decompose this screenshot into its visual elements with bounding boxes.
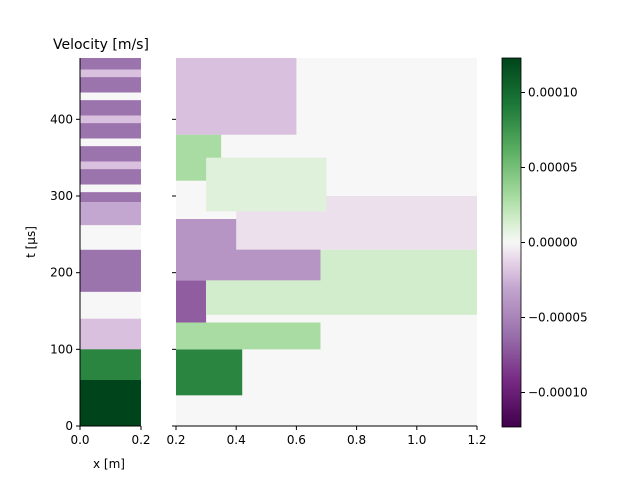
left-heatmap-region-2 bbox=[80, 318, 141, 350]
right-heatmap-region-2 bbox=[176, 280, 207, 323]
left-heatmap-region-4 bbox=[80, 249, 141, 292]
left-heatmap-region-1 bbox=[80, 346, 141, 380]
left-x-tick-label-0: 0.0 bbox=[70, 433, 89, 447]
colorbar-tick-label-2: 0.00000 bbox=[528, 236, 578, 250]
right-x-tick-label-2: 0.6 bbox=[287, 433, 306, 447]
x-axis-label: x [m] bbox=[93, 457, 125, 471]
chart-title: Velocity [m/s] bbox=[53, 37, 149, 53]
left-y-tick-label-4: 400 bbox=[50, 112, 73, 126]
colorbar-tick-label-1: 0.00005 bbox=[528, 161, 578, 175]
left-heatmap-region-8 bbox=[80, 184, 141, 193]
right-x-tick-label-1: 0.4 bbox=[227, 433, 246, 447]
colorbar-tick-label-0: 0.00010 bbox=[528, 86, 578, 100]
right-x-tick-label-0: 0.2 bbox=[166, 433, 185, 447]
right-heatmap-region-8 bbox=[176, 58, 297, 135]
left-y-tick-label-2: 200 bbox=[50, 266, 73, 280]
left-x-tick-label-1: 0.2 bbox=[131, 433, 150, 447]
right-heatmap-region-0 bbox=[176, 349, 243, 396]
left-heatmap-region-10 bbox=[80, 138, 141, 147]
colorbar: 0.00010 0.00005 0.00000 −0.00005 −0.00010 bbox=[501, 57, 588, 428]
left-heatmap-region-9 bbox=[80, 161, 141, 170]
right-panel: 0.2 0.4 0.6 0.8 1.0 1.2 bbox=[166, 58, 487, 447]
colorbar-tick-label-3: −0.00005 bbox=[528, 311, 588, 325]
right-heatmap-region-7 bbox=[206, 157, 327, 212]
left-heatmap-region-5 bbox=[80, 225, 141, 250]
left-heatmap-region-11 bbox=[80, 115, 141, 124]
y-axis-label: t [µs] bbox=[24, 226, 38, 258]
left-y-tick-label-1: 100 bbox=[50, 342, 73, 356]
right-x-tick-label-4: 1.0 bbox=[407, 433, 426, 447]
left-y-tick-label-3: 300 bbox=[50, 189, 73, 203]
right-x-tick-label-5: 1.2 bbox=[467, 433, 486, 447]
right-heatmap-region-1 bbox=[176, 322, 321, 350]
left-panel: 0.0 0.2 0 100 200 300 400 bbox=[50, 58, 151, 447]
left-heatmap-region-3 bbox=[80, 291, 141, 318]
left-heatmap-region-12 bbox=[80, 92, 141, 101]
left-heatmap-region-6 bbox=[80, 202, 141, 226]
left-heatmap-region-7 bbox=[80, 58, 141, 203]
colorbar-tick-label-4: −0.00010 bbox=[528, 386, 588, 400]
left-y-tick-label-0: 0 bbox=[65, 419, 73, 433]
left-heatmap-region-13 bbox=[80, 69, 141, 78]
colorbar-gradient bbox=[501, 57, 522, 428]
right-x-tick-label-3: 0.8 bbox=[347, 433, 366, 447]
